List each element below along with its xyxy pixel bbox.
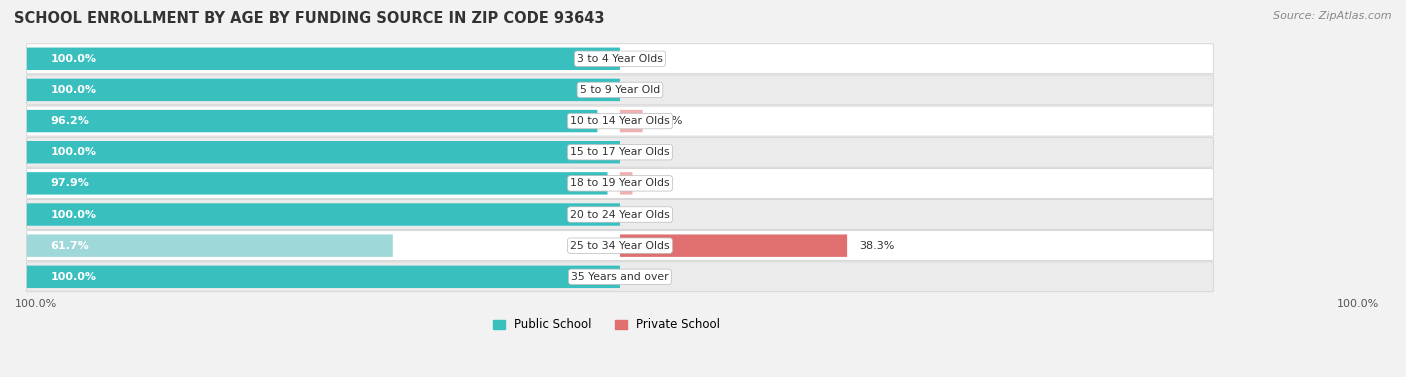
FancyBboxPatch shape (27, 44, 1213, 74)
Text: 35 Years and over: 35 Years and over (571, 272, 669, 282)
Text: 5 to 9 Year Old: 5 to 9 Year Old (579, 85, 659, 95)
Text: 0.0%: 0.0% (631, 85, 659, 95)
Text: 15 to 17 Year Olds: 15 to 17 Year Olds (571, 147, 669, 157)
FancyBboxPatch shape (27, 203, 620, 226)
Text: 3.8%: 3.8% (654, 116, 683, 126)
FancyBboxPatch shape (27, 79, 620, 101)
Text: 100.0%: 100.0% (51, 147, 97, 157)
Text: 100.0%: 100.0% (51, 210, 97, 219)
FancyBboxPatch shape (27, 110, 598, 132)
Text: 0.0%: 0.0% (631, 210, 659, 219)
FancyBboxPatch shape (620, 234, 848, 257)
Text: 18 to 19 Year Olds: 18 to 19 Year Olds (571, 178, 669, 188)
Text: 100.0%: 100.0% (15, 299, 58, 309)
FancyBboxPatch shape (27, 169, 1213, 198)
Text: 100.0%: 100.0% (1337, 299, 1379, 309)
FancyBboxPatch shape (620, 172, 633, 195)
Text: 2.1%: 2.1% (644, 178, 672, 188)
Text: 0.0%: 0.0% (631, 272, 659, 282)
Text: 25 to 34 Year Olds: 25 to 34 Year Olds (571, 241, 669, 251)
Text: Source: ZipAtlas.com: Source: ZipAtlas.com (1274, 11, 1392, 21)
Text: 100.0%: 100.0% (51, 54, 97, 64)
Text: 10 to 14 Year Olds: 10 to 14 Year Olds (569, 116, 669, 126)
Text: 38.3%: 38.3% (859, 241, 894, 251)
FancyBboxPatch shape (27, 75, 1213, 105)
FancyBboxPatch shape (27, 231, 1213, 261)
Text: SCHOOL ENROLLMENT BY AGE BY FUNDING SOURCE IN ZIP CODE 93643: SCHOOL ENROLLMENT BY AGE BY FUNDING SOUR… (14, 11, 605, 26)
FancyBboxPatch shape (27, 172, 607, 195)
Legend: Public School, Private School: Public School, Private School (488, 314, 725, 336)
FancyBboxPatch shape (27, 234, 392, 257)
Text: 100.0%: 100.0% (51, 85, 97, 95)
FancyBboxPatch shape (27, 141, 620, 164)
FancyBboxPatch shape (27, 137, 1213, 167)
FancyBboxPatch shape (27, 199, 1213, 230)
Text: 0.0%: 0.0% (631, 147, 659, 157)
FancyBboxPatch shape (27, 262, 1213, 292)
Text: 20 to 24 Year Olds: 20 to 24 Year Olds (569, 210, 669, 219)
Text: 100.0%: 100.0% (51, 272, 97, 282)
Text: 3 to 4 Year Olds: 3 to 4 Year Olds (576, 54, 662, 64)
FancyBboxPatch shape (27, 266, 620, 288)
Text: 61.7%: 61.7% (51, 241, 90, 251)
Text: 97.9%: 97.9% (51, 178, 90, 188)
Text: 0.0%: 0.0% (631, 54, 659, 64)
FancyBboxPatch shape (620, 110, 643, 132)
FancyBboxPatch shape (27, 48, 620, 70)
FancyBboxPatch shape (27, 106, 1213, 136)
Text: 96.2%: 96.2% (51, 116, 90, 126)
